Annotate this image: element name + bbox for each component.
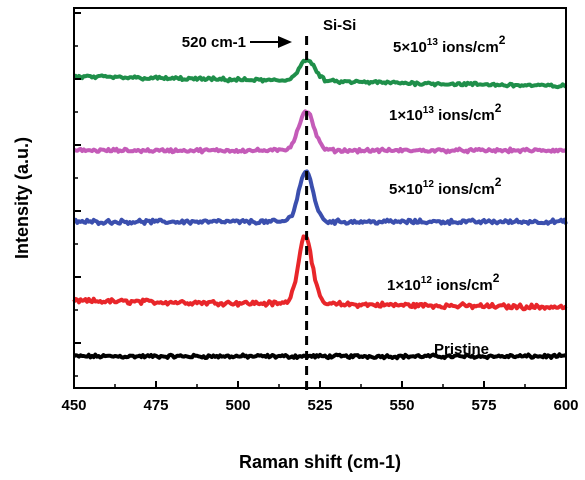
series-label-part: ions/cm [434, 181, 495, 198]
x-tick-label: 525 [307, 397, 332, 414]
y-axis-ticks [74, 12, 81, 377]
peak-name-annotation: Si-Si [323, 17, 356, 34]
arrow-right-icon [250, 36, 292, 48]
series-label-part: ions/cm [438, 39, 499, 56]
x-axis-ticks: 450 475 500 525 550 575 600 [61, 381, 579, 414]
series-label-part: ions/cm [432, 277, 493, 294]
series-label-exponent: 12 [423, 179, 435, 190]
x-tick-label: 475 [143, 397, 168, 414]
series-line [73, 109, 567, 155]
x-tick-label: 600 [553, 397, 578, 414]
x-tick-label: 500 [225, 397, 250, 414]
plot-frame [73, 7, 567, 389]
x-tick-label: 450 [61, 397, 86, 414]
series-label-part: 5×10 [389, 181, 423, 198]
series-label-exponent: 13 [423, 105, 435, 116]
x-axis-title: Raman shift (cm-1) [239, 452, 401, 472]
series-label: 5×1012 ions/cm2 [389, 175, 502, 198]
series-line [73, 169, 568, 226]
series-label-part: 5×10 [393, 39, 427, 56]
plot-series-group [72, 58, 568, 361]
series-label: 1×1012 ions/cm2 [387, 271, 500, 294]
series-label: 1×1013 ions/cm2 [389, 101, 502, 124]
series-label-exponent: 2 [499, 33, 506, 47]
series-label-exponent: 2 [495, 101, 502, 115]
peak-position-annotation: 520 cm-1 [182, 34, 246, 51]
series-label-exponent: 2 [495, 175, 502, 189]
series-label: 5×1013 ions/cm2 [393, 33, 506, 56]
series-label-exponent: 13 [427, 37, 439, 48]
series-label-exponent: 2 [493, 271, 500, 285]
x-axis-title-text: Raman shift (cm-1) [239, 452, 401, 472]
series-label-part: ions/cm [434, 107, 495, 124]
series-line [73, 58, 568, 90]
series-label-part: 1×10 [387, 277, 421, 294]
x-tick-label: 550 [389, 397, 414, 414]
series-line [72, 234, 568, 312]
series-label-part: 1×10 [389, 107, 423, 124]
y-axis-title: Intensity (a.u.) [12, 137, 32, 259]
series-label: Pristine [434, 341, 489, 358]
x-tick-label: 575 [471, 397, 496, 414]
series-label-exponent: 12 [421, 275, 433, 286]
series-line [72, 352, 567, 361]
series-label-part: Pristine [434, 341, 489, 358]
